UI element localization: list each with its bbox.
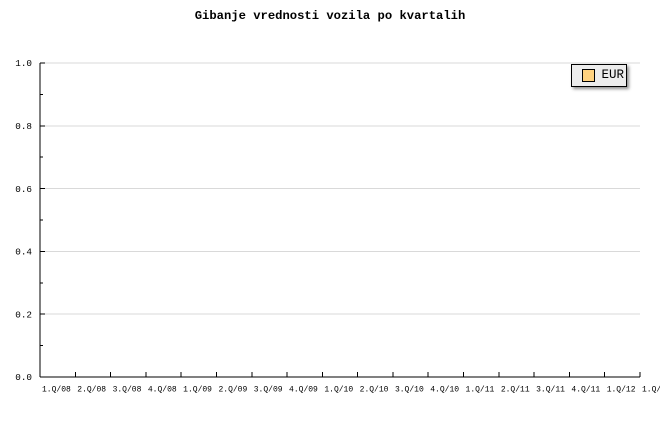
svg-text:0.8: 0.8 <box>15 121 32 132</box>
svg-text:1.Q/11: 1.Q/11 <box>466 386 495 395</box>
svg-text:0.2: 0.2 <box>15 309 32 320</box>
svg-text:1.Q/12: 1.Q/12 <box>607 386 636 395</box>
svg-text:2.Q/09: 2.Q/09 <box>218 386 247 395</box>
svg-text:1.Q/10: 1.Q/10 <box>324 386 353 395</box>
svg-text:4.Q/10: 4.Q/10 <box>430 386 459 395</box>
svg-text:4.Q/08: 4.Q/08 <box>148 386 177 395</box>
svg-text:4.Q/09: 4.Q/09 <box>289 386 318 395</box>
svg-text:3.Q/09: 3.Q/09 <box>254 386 283 395</box>
svg-text:3.Q/10: 3.Q/10 <box>395 386 424 395</box>
svg-text:2.Q/08: 2.Q/08 <box>77 386 106 395</box>
svg-text:2.Q/10: 2.Q/10 <box>360 386 389 395</box>
svg-text:0.6: 0.6 <box>15 184 32 195</box>
svg-text:3.Q/11: 3.Q/11 <box>536 386 565 395</box>
svg-text:0.0: 0.0 <box>15 372 32 383</box>
svg-text:1.Q/08: 1.Q/08 <box>42 386 71 395</box>
svg-text:1.0: 1.0 <box>15 58 32 69</box>
svg-text:2.Q/11: 2.Q/11 <box>501 386 530 395</box>
svg-text:0.4: 0.4 <box>15 247 32 258</box>
svg-text:1.Q/12: 1.Q/12 <box>642 386 660 395</box>
svg-text:1.Q/09: 1.Q/09 <box>183 386 212 395</box>
svg-text:4.Q/11: 4.Q/11 <box>571 386 600 395</box>
svg-text:3.Q/08: 3.Q/08 <box>113 386 142 395</box>
